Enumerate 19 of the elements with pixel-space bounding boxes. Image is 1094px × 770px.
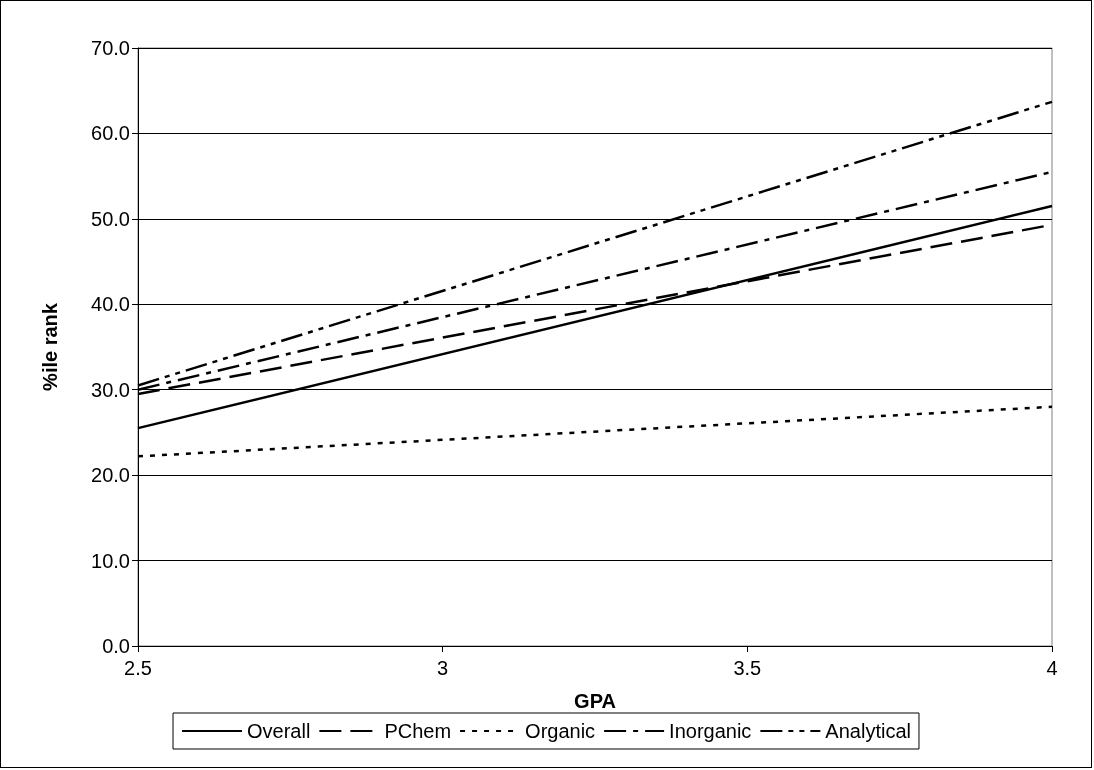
- y-tick-label: 70.0: [91, 37, 130, 59]
- x-tick-label: 3: [437, 657, 449, 679]
- y-tick-label: 20.0: [91, 464, 130, 487]
- x-axis-title: GPA: [574, 690, 616, 712]
- legend-label: Inorganic: [669, 720, 752, 742]
- legend-label: Analytical: [825, 720, 911, 742]
- y-axis-title: %ile rank: [39, 302, 61, 391]
- y-tick-label: 60.0: [91, 122, 130, 145]
- legend-label: Overall: [247, 720, 311, 742]
- x-tick-label: 2.5: [124, 657, 152, 679]
- x-tick-label: 3.5: [733, 657, 762, 679]
- y-tick-label: 0.0: [102, 635, 130, 657]
- y-tick-label: 50.0: [91, 207, 130, 230]
- x-tick-label: 4: [1046, 657, 1058, 679]
- y-tick-label: 40.0: [91, 293, 130, 316]
- legend-label: PChem: [384, 720, 452, 742]
- y-tick-label: 30.0: [91, 378, 130, 401]
- legend-label: Organic: [525, 720, 596, 742]
- y-tick-label: 10.0: [91, 549, 130, 572]
